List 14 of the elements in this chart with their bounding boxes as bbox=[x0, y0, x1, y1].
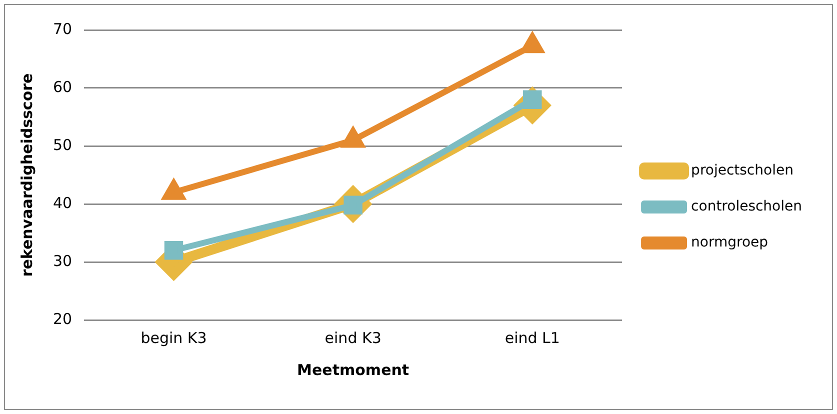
y-tick-label: 60 bbox=[52, 78, 72, 96]
legend-label: normgroep bbox=[691, 234, 768, 251]
y-tick-label: 70 bbox=[52, 20, 72, 38]
y-axis-title: rekenvaardigheidsscore bbox=[18, 73, 36, 277]
y-tick-label: 40 bbox=[52, 194, 72, 212]
x-tick-label: eind L1 bbox=[504, 328, 560, 347]
x-axis-title: Meetmoment bbox=[297, 360, 410, 379]
x-tick-label: eind K3 bbox=[324, 328, 382, 347]
y-tick-label: 50 bbox=[52, 136, 72, 154]
legend-label: controlescholen bbox=[691, 198, 802, 215]
y-tick-label: 30 bbox=[52, 252, 72, 270]
x-tick-label: begin K3 bbox=[140, 328, 207, 347]
legend-label: projectscholen bbox=[691, 162, 794, 179]
y-tick-label: 20 bbox=[52, 310, 72, 328]
